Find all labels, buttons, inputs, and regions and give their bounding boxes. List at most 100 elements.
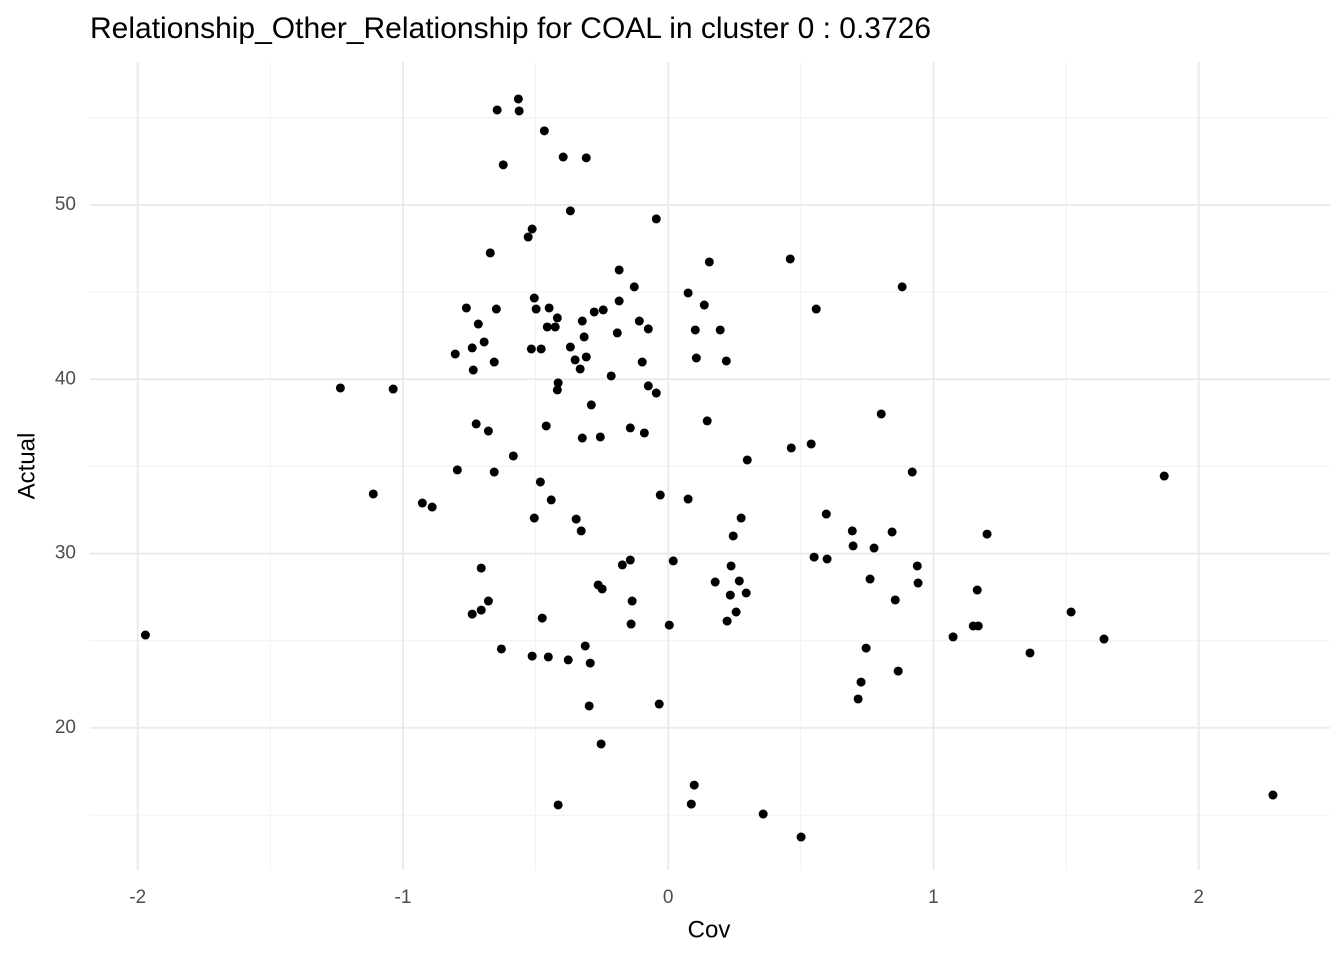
chart-title: Relationship_Other_Relationship for COAL… bbox=[90, 12, 931, 45]
point bbox=[417, 498, 427, 508]
point bbox=[651, 388, 661, 398]
point bbox=[683, 494, 693, 504]
point bbox=[809, 552, 819, 562]
point bbox=[847, 526, 857, 536]
point bbox=[529, 293, 539, 303]
point bbox=[535, 477, 545, 487]
y-tick-label: 40 bbox=[55, 368, 76, 389]
point bbox=[585, 658, 595, 668]
point bbox=[527, 224, 537, 234]
point bbox=[471, 419, 481, 429]
point bbox=[856, 677, 866, 687]
point bbox=[476, 563, 486, 573]
point bbox=[513, 94, 523, 104]
point bbox=[890, 595, 900, 605]
point bbox=[643, 381, 653, 391]
point bbox=[596, 739, 606, 749]
point bbox=[514, 106, 524, 116]
point bbox=[461, 303, 471, 313]
point bbox=[948, 632, 958, 642]
point bbox=[553, 378, 563, 388]
point bbox=[897, 282, 907, 292]
x-axis-label: Cov bbox=[688, 916, 731, 943]
point bbox=[715, 325, 725, 335]
point bbox=[865, 574, 875, 584]
point bbox=[542, 322, 552, 332]
point bbox=[523, 232, 533, 242]
point bbox=[796, 832, 806, 842]
point bbox=[1099, 634, 1109, 644]
point bbox=[614, 296, 624, 306]
x-tick-label: -2 bbox=[129, 887, 146, 908]
point bbox=[368, 489, 378, 499]
point bbox=[580, 641, 590, 651]
point bbox=[982, 529, 992, 539]
point bbox=[848, 541, 858, 551]
point bbox=[626, 619, 636, 629]
point bbox=[529, 513, 539, 523]
point bbox=[634, 316, 644, 326]
point bbox=[741, 588, 751, 598]
point bbox=[553, 800, 563, 810]
point bbox=[550, 322, 560, 332]
point bbox=[552, 385, 562, 395]
point bbox=[485, 248, 495, 258]
point bbox=[579, 332, 589, 342]
point bbox=[617, 560, 627, 570]
point bbox=[565, 206, 575, 216]
point bbox=[1066, 607, 1076, 617]
point bbox=[427, 502, 437, 512]
point bbox=[527, 651, 537, 661]
point bbox=[907, 467, 917, 477]
point bbox=[731, 607, 741, 617]
point bbox=[536, 344, 546, 354]
point bbox=[683, 288, 693, 298]
point bbox=[721, 356, 731, 366]
point bbox=[498, 160, 508, 170]
point bbox=[140, 630, 150, 640]
point bbox=[570, 355, 580, 365]
point bbox=[571, 514, 581, 524]
point bbox=[388, 384, 398, 394]
y-tick-label: 50 bbox=[55, 194, 76, 215]
point bbox=[577, 316, 587, 326]
point bbox=[558, 152, 568, 162]
point bbox=[479, 337, 489, 347]
x-tick-label: -1 bbox=[395, 887, 412, 908]
y-tick-label: 30 bbox=[55, 543, 76, 564]
point bbox=[575, 364, 585, 374]
point bbox=[544, 303, 554, 313]
point bbox=[861, 643, 871, 653]
point bbox=[1025, 648, 1035, 658]
point bbox=[467, 343, 477, 353]
point bbox=[496, 644, 506, 654]
point bbox=[526, 344, 536, 354]
point bbox=[489, 357, 499, 367]
point bbox=[912, 561, 922, 571]
point bbox=[736, 513, 746, 523]
point bbox=[637, 357, 647, 367]
x-tick-label: 2 bbox=[1193, 887, 1204, 908]
point bbox=[491, 304, 501, 314]
point bbox=[643, 324, 653, 334]
point bbox=[508, 451, 518, 461]
point bbox=[822, 554, 832, 564]
point bbox=[639, 428, 649, 438]
point bbox=[531, 304, 541, 314]
point bbox=[584, 701, 594, 711]
point bbox=[806, 439, 816, 449]
y-axis-label: Actual bbox=[13, 433, 40, 500]
point bbox=[689, 780, 699, 790]
point bbox=[699, 300, 709, 310]
point bbox=[552, 313, 562, 323]
point bbox=[492, 105, 502, 115]
point bbox=[581, 153, 591, 163]
point bbox=[595, 432, 605, 442]
point bbox=[725, 590, 735, 600]
point bbox=[742, 455, 752, 465]
point bbox=[537, 613, 547, 623]
point bbox=[785, 254, 795, 264]
x-tick-label: 0 bbox=[663, 887, 674, 908]
y-tick-label: 20 bbox=[55, 717, 76, 738]
